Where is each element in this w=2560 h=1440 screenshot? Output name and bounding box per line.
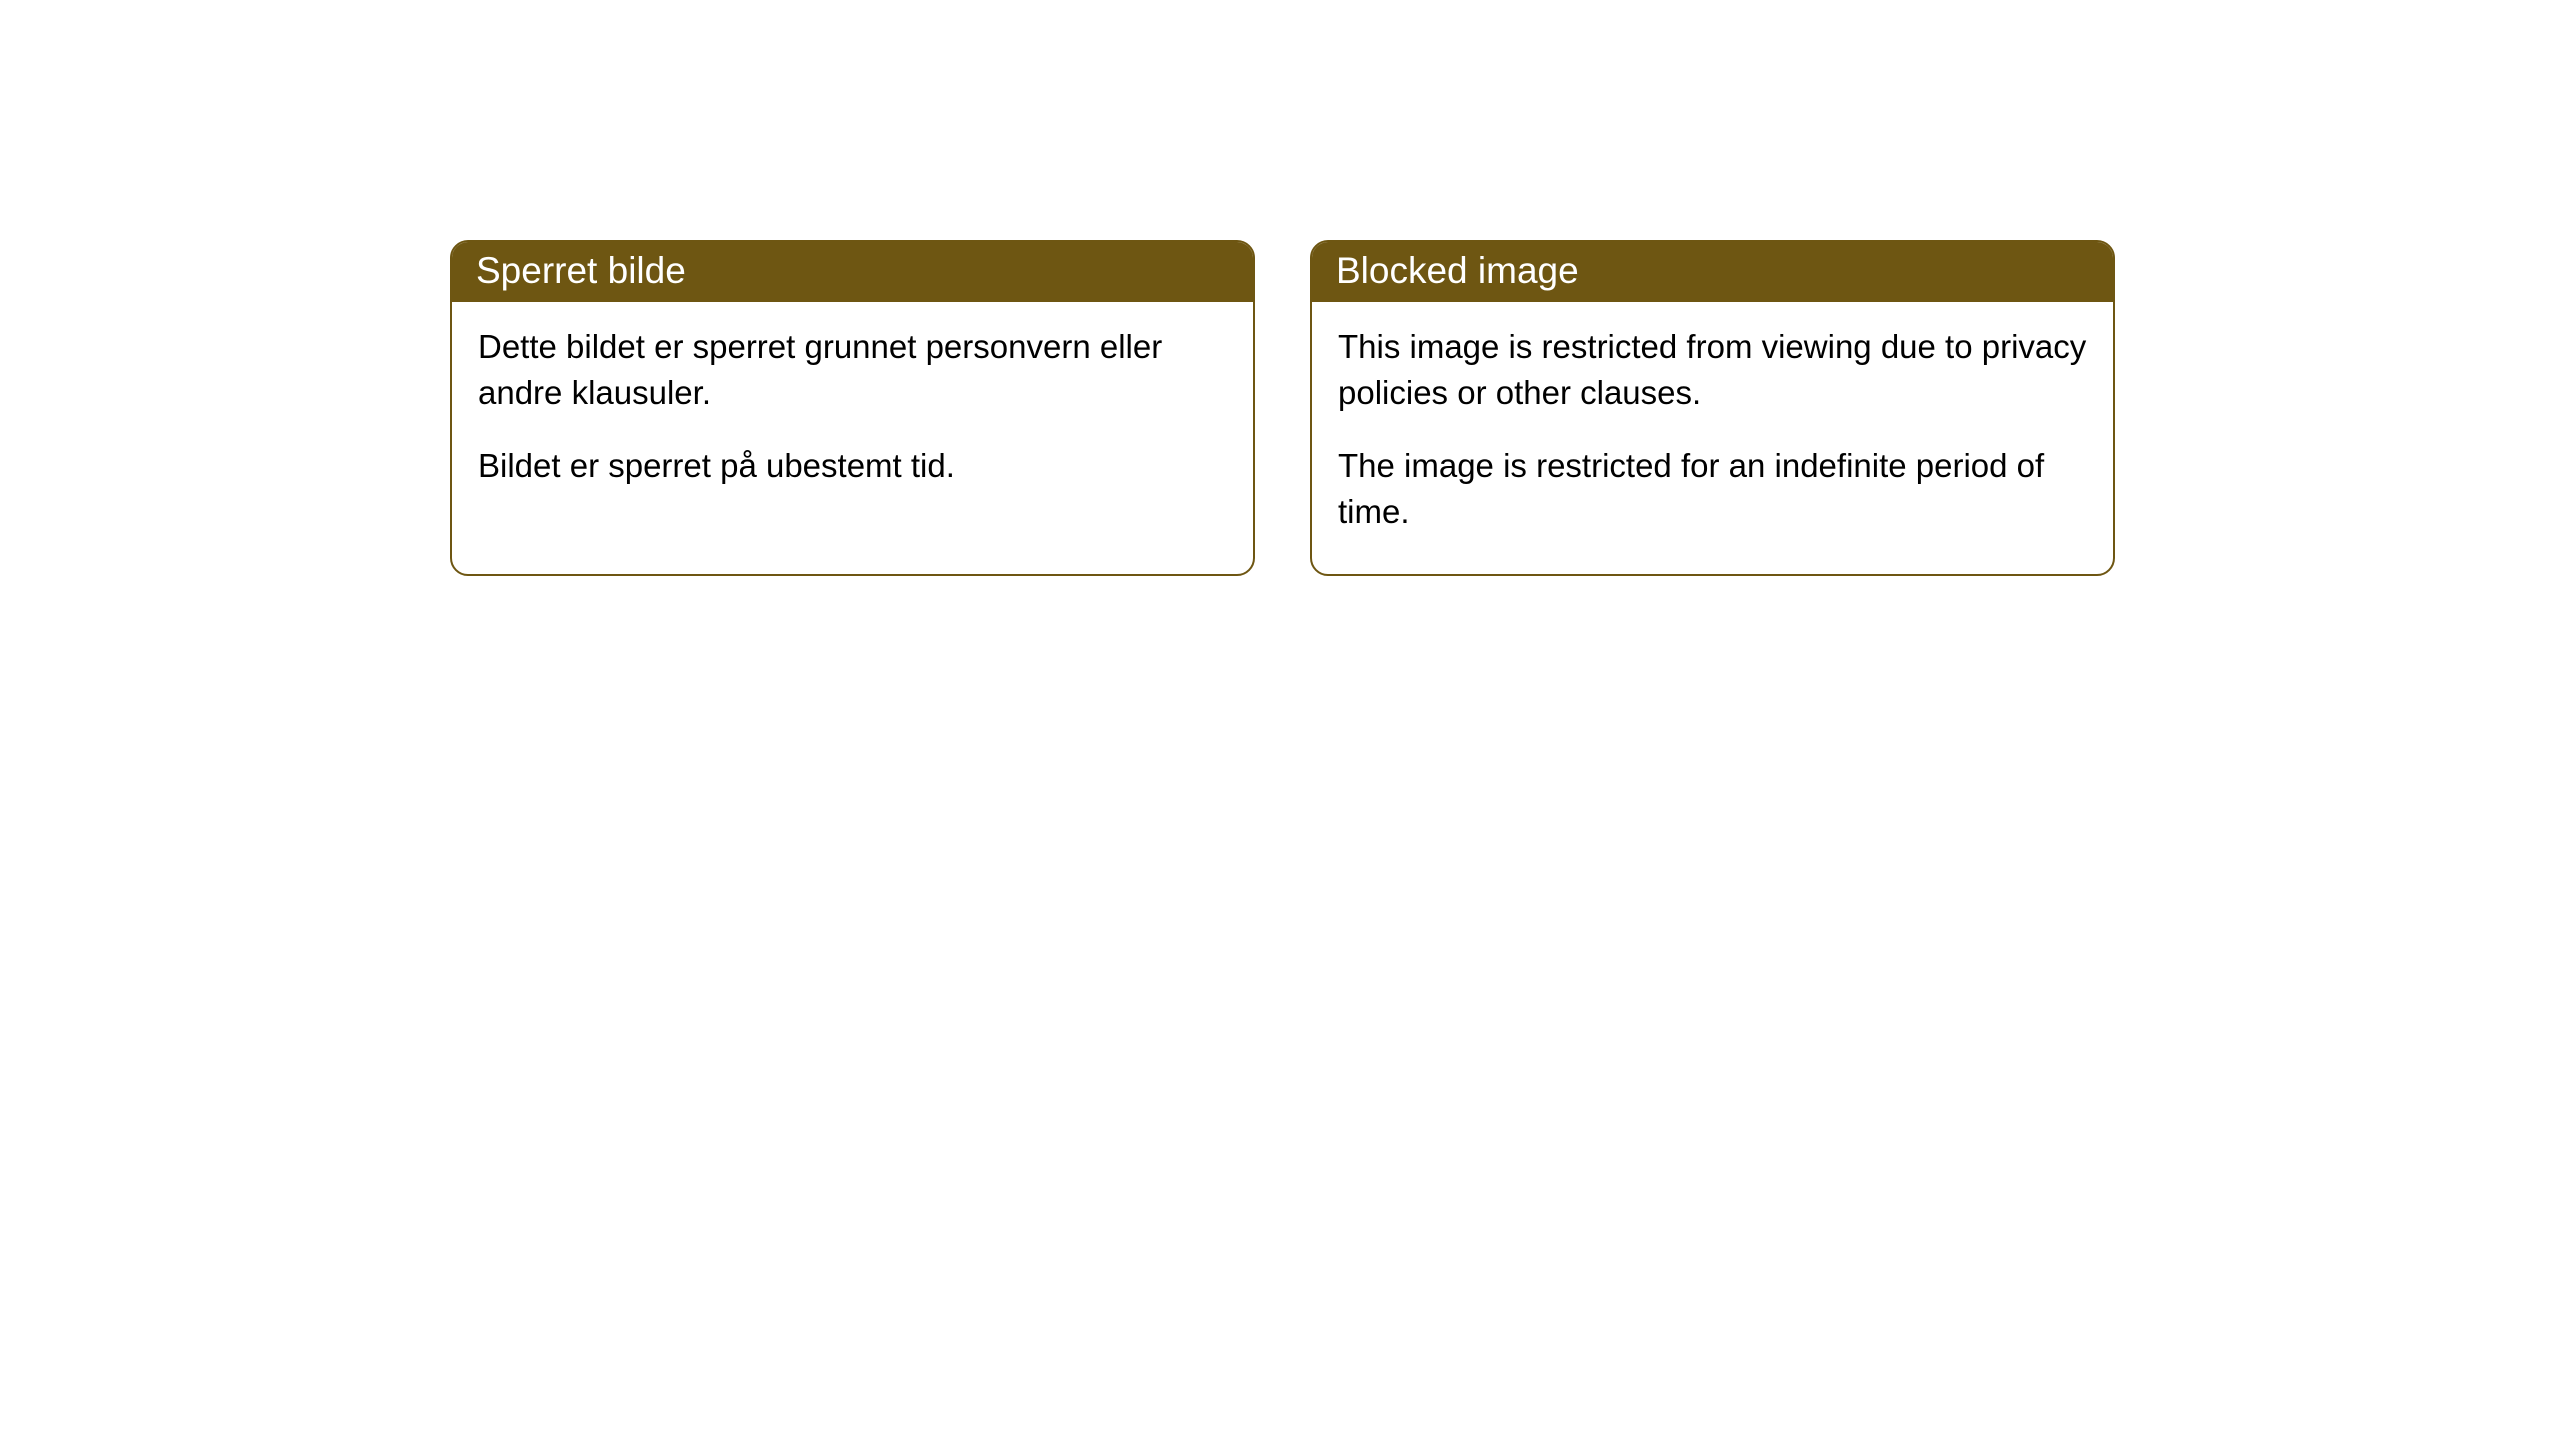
- notice-cards-container: Sperret bilde Dette bildet er sperret gr…: [450, 240, 2115, 576]
- card-paragraph-1: Dette bildet er sperret grunnet personve…: [478, 324, 1227, 415]
- card-paragraph-2: The image is restricted for an indefinit…: [1338, 443, 2087, 534]
- card-body-norwegian: Dette bildet er sperret grunnet personve…: [452, 302, 1253, 529]
- card-header-english: Blocked image: [1312, 242, 2113, 302]
- card-header-norwegian: Sperret bilde: [452, 242, 1253, 302]
- card-paragraph-2: Bildet er sperret på ubestemt tid.: [478, 443, 1227, 489]
- card-title: Blocked image: [1336, 250, 1579, 291]
- card-body-english: This image is restricted from viewing du…: [1312, 302, 2113, 574]
- card-paragraph-1: This image is restricted from viewing du…: [1338, 324, 2087, 415]
- blocked-image-card-norwegian: Sperret bilde Dette bildet er sperret gr…: [450, 240, 1255, 576]
- blocked-image-card-english: Blocked image This image is restricted f…: [1310, 240, 2115, 576]
- card-title: Sperret bilde: [476, 250, 686, 291]
